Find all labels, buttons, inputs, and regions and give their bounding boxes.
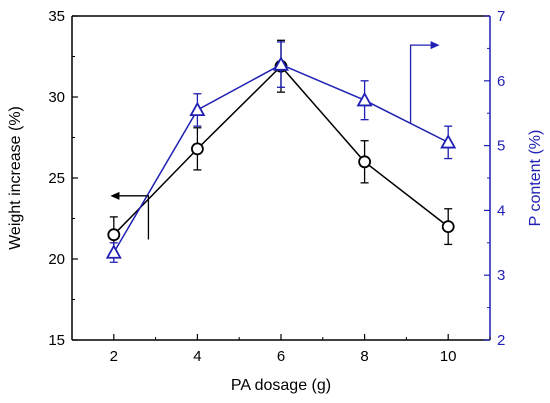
data-point-circle [190,142,204,156]
x-tick-label: 10 [440,348,457,365]
x-tick-label: 6 [277,348,285,365]
x-tick-label: 4 [193,348,201,365]
y-left-tick-label: 15 [48,332,65,349]
data-point-circle [441,220,455,234]
x-axis-title: PA dosage (g) [231,377,331,394]
data-point-circle [107,228,121,242]
y-right-tick-label: 7 [497,8,505,25]
arrow-left-head [110,191,120,200]
data-point-triangle [272,56,290,71]
arrow-right-head [430,41,440,50]
y-right-tick-label: 6 [497,73,505,90]
data-point-triangle [189,101,206,117]
y-left-tick-label: 35 [48,8,65,25]
x-tick-label: 8 [360,348,368,365]
data-point-circle [358,155,372,169]
y-left-tick-label: 25 [48,170,65,187]
y-left-tick-label: 20 [48,251,65,268]
data-point-triangle [105,244,122,259]
y-left-tick-label: 30 [48,89,65,106]
data-point-triangle [356,91,373,107]
arrow-right-line [409,44,431,123]
y-left-axis-title: Weight increase (%) [7,106,24,250]
y-right-tick-label: 4 [497,202,505,219]
y-right-tick-label: 2 [497,332,505,349]
y-right-tick-label: 3 [497,267,505,284]
arrow-left-line [118,195,150,240]
y-right-tick-label: 5 [497,138,505,155]
y-right-axis-title: P content (%) [527,130,544,227]
x-tick-label: 2 [110,348,118,365]
plot-area: 2 4 6 8 10 15 20 25 30 35 2 3 4 5 6 7 PA dosage (g) Weigh… [7,8,544,394]
data-point-triangle [440,134,457,149]
